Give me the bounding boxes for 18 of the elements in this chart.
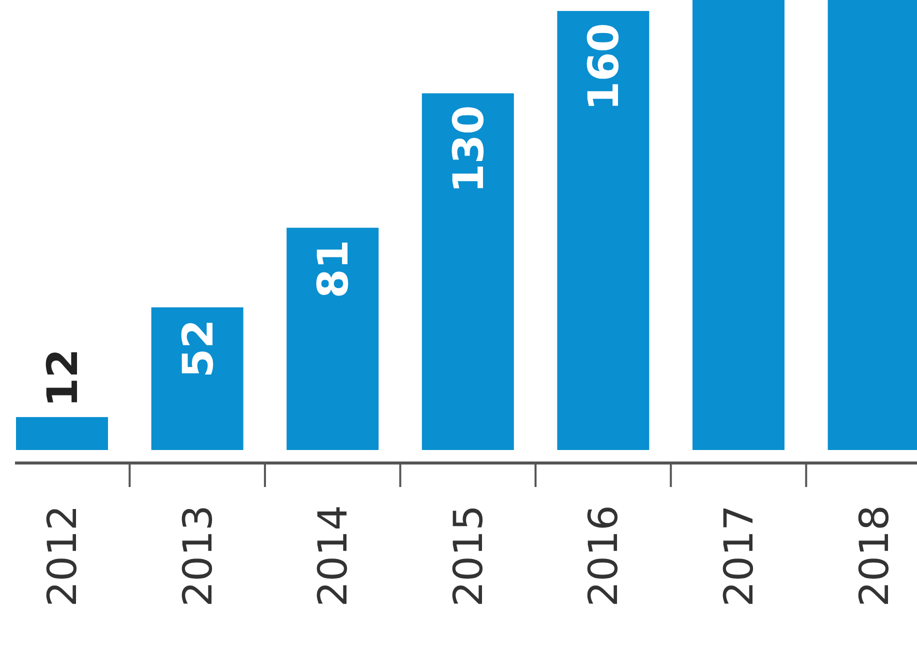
x-tick-label: 2016 [581, 505, 628, 607]
x-tick-label: 2012 [40, 505, 86, 607]
data-label: 130 [444, 105, 493, 193]
bar [422, 93, 514, 450]
data-label: 160 [579, 22, 628, 111]
x-tick-label: 2015 [446, 505, 492, 607]
data-label: 12 [38, 348, 87, 408]
x-tick-label: 2014 [310, 505, 357, 607]
bar [286, 228, 379, 450]
bar [16, 417, 108, 450]
x-tick-label: 2017 [716, 505, 762, 607]
x-tick-label: 2013 [175, 505, 222, 607]
bar [692, 0, 784, 450]
bar [557, 10, 650, 450]
data-label: 81 [308, 240, 358, 298]
x-tick-label: 2018 [852, 505, 898, 607]
bar [151, 307, 244, 450]
data-label: 52 [173, 319, 222, 378]
